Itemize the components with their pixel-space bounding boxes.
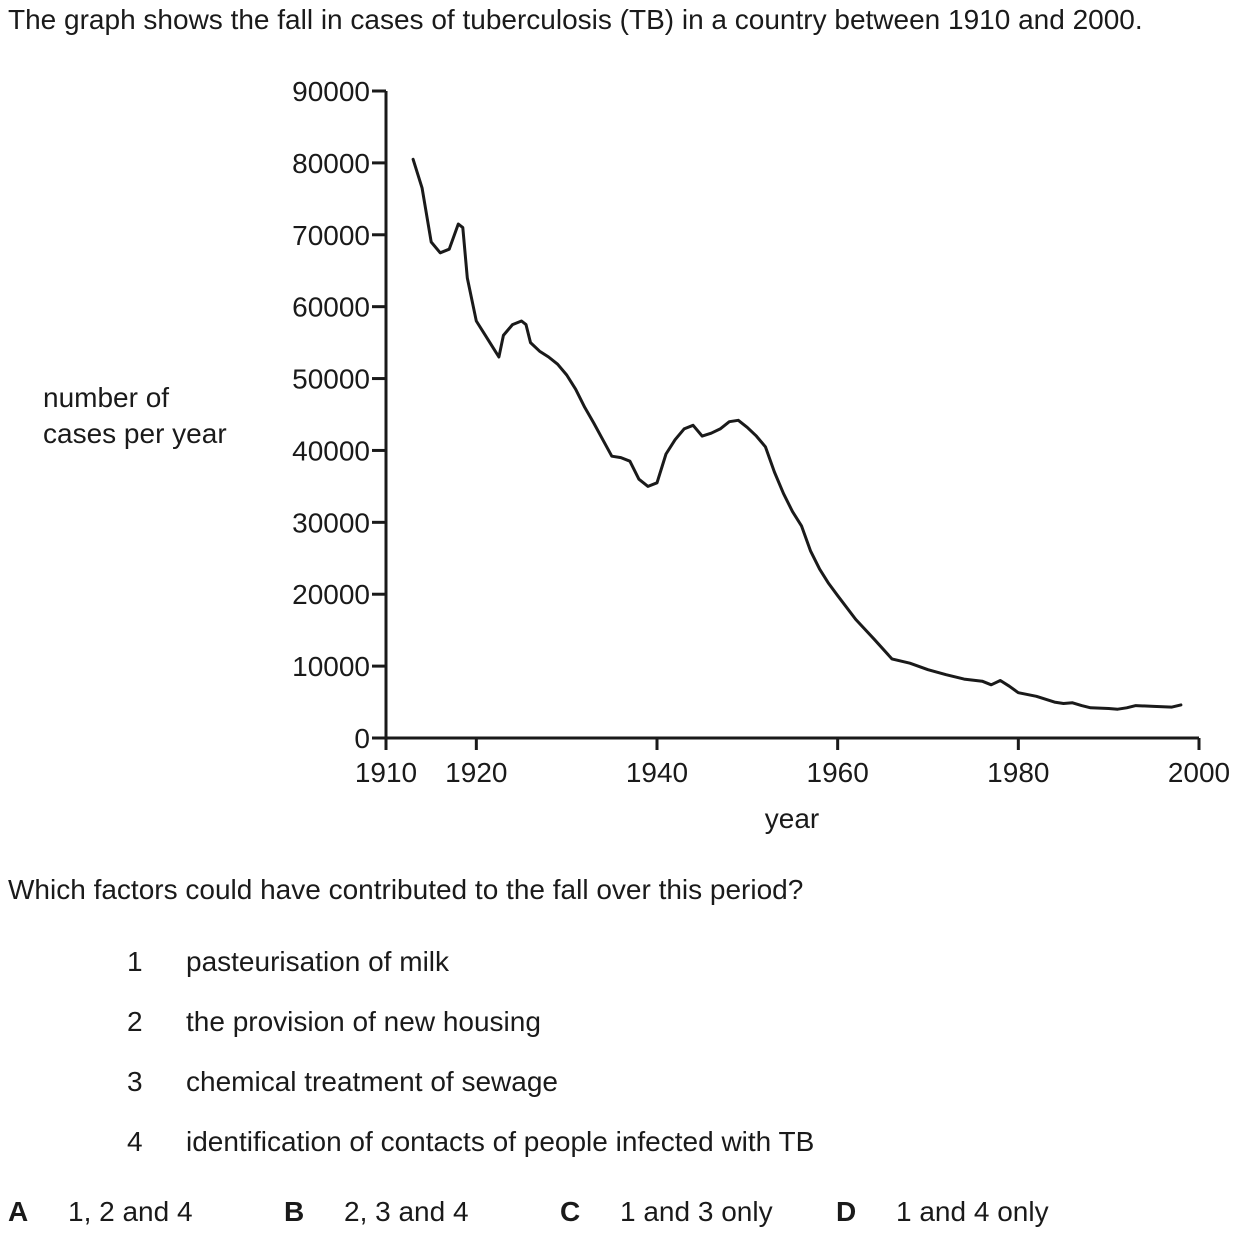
factor-item: 3 chemical treatment of sewage bbox=[0, 1066, 1257, 1102]
factor-text: the provision of new housing bbox=[186, 1006, 541, 1037]
option-text: 1 and 4 only bbox=[896, 1196, 1049, 1227]
x-tick-label: 1960 bbox=[807, 757, 869, 788]
option-letter: B bbox=[284, 1196, 305, 1227]
x-tick-label: 1920 bbox=[445, 757, 507, 788]
y-tick-label: 10000 bbox=[292, 651, 370, 682]
factor-text: chemical treatment of sewage bbox=[186, 1066, 558, 1097]
factor-item: 2 the provision of new housing bbox=[0, 1006, 1257, 1042]
factor-number: 3 bbox=[127, 1066, 143, 1097]
question-text: Which factors could have contributed to … bbox=[8, 874, 804, 905]
y-axis: 0 10000 20000 30000 40000 50000 60000 70000 8000… bbox=[292, 76, 388, 754]
factor-text: identification of contacts of people inf… bbox=[186, 1126, 815, 1157]
y-tick-label: 70000 bbox=[292, 220, 370, 251]
x-axis-label: year bbox=[765, 803, 819, 834]
factor-text: pasteurisation of milk bbox=[186, 946, 450, 977]
y-tick-label: 60000 bbox=[292, 292, 370, 323]
option-letter: A bbox=[8, 1196, 29, 1227]
x-tick-label: 1910 bbox=[355, 757, 417, 788]
y-tick-label: 20000 bbox=[292, 579, 370, 610]
y-axis-label-line-1: number of bbox=[43, 382, 169, 413]
intro-text: The graph shows the fall in cases of tub… bbox=[8, 4, 1143, 35]
x-tick-label: 2000 bbox=[1168, 757, 1230, 788]
y-tick-label: 90000 bbox=[292, 76, 370, 107]
y-tick-label: 80000 bbox=[292, 148, 370, 179]
x-tick-label: 1940 bbox=[626, 757, 688, 788]
option-text: 1, 2 and 4 bbox=[68, 1196, 193, 1227]
factor-item: 4 identification of contacts of people i… bbox=[0, 1126, 1257, 1162]
y-tick-label: 30000 bbox=[292, 507, 370, 538]
factor-number: 1 bbox=[127, 946, 143, 977]
factor-number: 4 bbox=[127, 1126, 143, 1157]
y-axis-label-line-2: cases per year bbox=[43, 418, 227, 449]
option-letter: D bbox=[836, 1196, 857, 1227]
x-axis: 1910 1920 1940 1960 1980 2000 bbox=[355, 736, 1230, 788]
factor-number: 2 bbox=[127, 1006, 143, 1037]
y-tick-label: 0 bbox=[354, 723, 370, 754]
y-tick-label: 50000 bbox=[292, 364, 370, 395]
x-tick-label: 1980 bbox=[987, 757, 1049, 788]
tb-cases-line bbox=[411, 157, 1183, 711]
option-letter: C bbox=[560, 1196, 581, 1227]
option-text: 1 and 3 only bbox=[620, 1196, 773, 1227]
y-tick-label: 40000 bbox=[292, 435, 370, 466]
factor-item: 1 pasteurisation of milk bbox=[0, 946, 1257, 982]
option-text: 2, 3 and 4 bbox=[344, 1196, 469, 1227]
tb-cases-chart: 0 10000 20000 30000 40000 50000 60000 70000 8000… bbox=[43, 76, 1230, 834]
